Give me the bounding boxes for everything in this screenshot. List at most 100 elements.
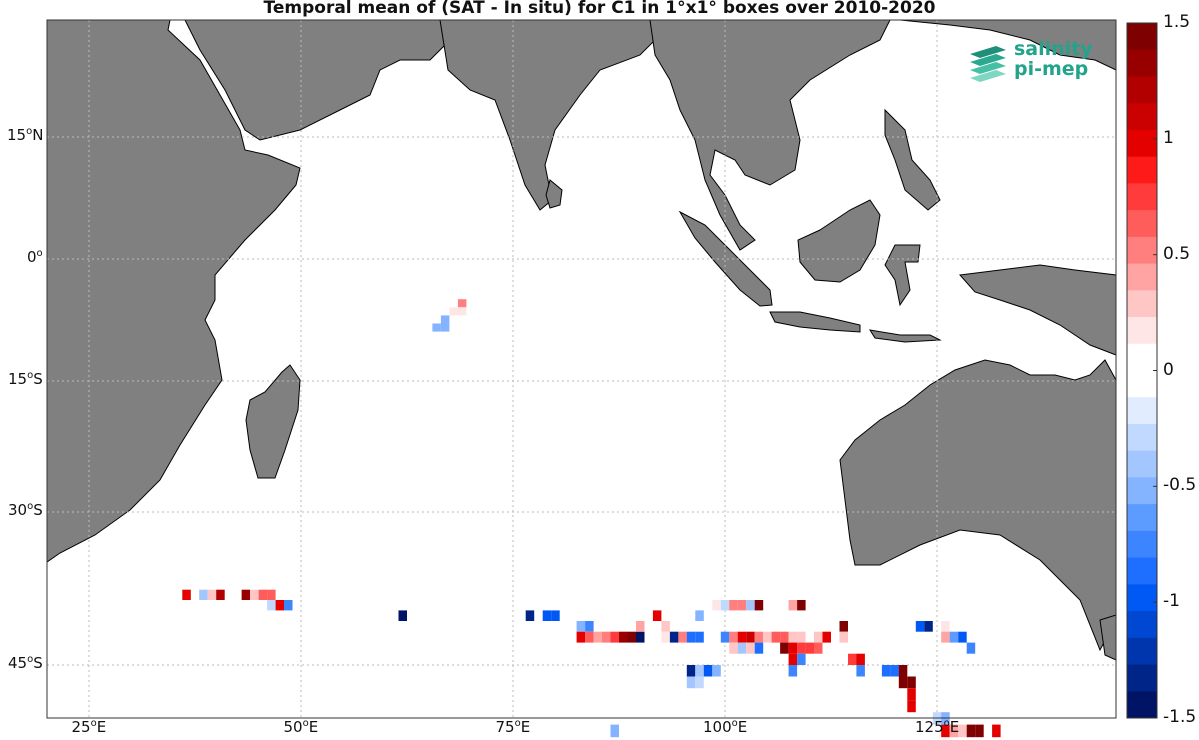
heatmap-cell [258, 589, 268, 600]
heatmap-cell [797, 642, 806, 654]
heatmap-cell [746, 631, 755, 643]
heatmap-cell [924, 621, 933, 632]
land-se-asia [649, 19, 891, 251]
longitude-tick-label: 25oE [71, 718, 107, 736]
latitude-tick-label: 15oS [8, 369, 43, 388]
landmasses [46, 19, 1117, 661]
heatmap-cell [457, 307, 467, 316]
heatmap-cell [966, 642, 976, 654]
colorbar-segment [1127, 183, 1157, 211]
heatmap-cell [585, 631, 594, 643]
heatmap-cell [250, 589, 259, 600]
heatmap-cell [839, 621, 848, 632]
latitude-tick-label: 45oS [8, 654, 43, 672]
colorbar-segment [1127, 49, 1157, 77]
heatmap-cell [814, 642, 823, 654]
heatmap-cell [449, 307, 458, 316]
heatmap-cell [839, 631, 848, 643]
heatmap-cell [754, 600, 764, 611]
heatmap-cell [788, 642, 798, 654]
heatmap-cell [856, 653, 865, 665]
heatmap-cell [881, 665, 891, 677]
logo-text-pimep: pi-mep [1014, 58, 1089, 80]
colorbar-segment [1127, 263, 1157, 291]
heatmap-cell [542, 610, 552, 621]
heatmap-cell [780, 631, 789, 643]
colorbar-segment [1127, 210, 1157, 238]
colorbar-segment [1127, 584, 1157, 612]
colorbar-segment [1127, 76, 1157, 104]
heatmap-cell [440, 323, 450, 332]
graticule [47, 20, 1116, 718]
heatmap-cell [966, 724, 976, 738]
heatmap-cell [267, 600, 276, 611]
heatmap-cell [703, 665, 713, 677]
colorbar-segment [1127, 504, 1157, 532]
heatmap-cell [805, 642, 815, 654]
longitude-tick-label: 50oE [283, 718, 319, 736]
colorbar [1126, 22, 1158, 719]
heatmap-cell [695, 631, 704, 643]
heatmap-cell [619, 631, 628, 643]
heatmap-cell [949, 724, 959, 738]
heatmap-cell [848, 653, 857, 665]
heatmap-cell [284, 600, 293, 611]
colorbar-tick-label: 0.5 [1163, 243, 1191, 264]
heatmap-cell [737, 600, 747, 611]
colorbar-segment [1127, 343, 1157, 371]
heatmap-cell [915, 621, 925, 632]
heatmap-cell [941, 631, 950, 643]
colorbar-tick-label: 1.5 [1163, 12, 1191, 32]
heatmap-cell [576, 631, 586, 643]
heatmap-cell [941, 621, 950, 632]
heatmap-cell [576, 621, 586, 632]
heatmap-cell [788, 665, 798, 677]
heatmap-cell [712, 665, 721, 677]
heatmap-cell [636, 631, 645, 643]
colorbar-segment [1127, 129, 1157, 158]
heatmap-cell [814, 631, 823, 643]
heatmap-cell [610, 724, 619, 738]
heatmap-cell [695, 665, 704, 677]
heatmap-cell [593, 631, 603, 643]
heatmap-cell [661, 631, 670, 643]
map-title: Temporal mean of (SAT - In situ) for C1 … [263, 0, 936, 18]
heatmap-cell [780, 642, 789, 654]
heatmap-cell [686, 631, 696, 643]
colorbar-tick-label: -1 [1163, 591, 1180, 612]
heatmap-cell [182, 589, 191, 600]
land-lesser-sundas [868, 329, 942, 343]
heatmap-cell [551, 610, 560, 621]
heatmap-cell [975, 724, 984, 738]
heatmap-cell [275, 600, 285, 611]
heatmap-cell [822, 631, 831, 643]
land-africa [46, 19, 301, 563]
heatmap-cell [729, 600, 738, 611]
wave-stack-icon [970, 46, 1006, 82]
colorbar-segment [1127, 611, 1157, 639]
heatmap-cell [797, 653, 806, 665]
heatmap-cell [602, 631, 611, 643]
heatmap-cell [636, 621, 645, 632]
heatmap-cell [907, 688, 916, 701]
heatmap-cell [652, 610, 662, 621]
colorbar-segment [1127, 156, 1157, 184]
heatmap-cell [720, 600, 730, 611]
heatmap-cell [216, 589, 225, 600]
land-borneo [797, 199, 881, 283]
heatmap-cell [797, 600, 806, 611]
plot-frame [46, 19, 1117, 719]
heatmap-cell [695, 676, 704, 689]
colorbar-segment [1127, 477, 1157, 505]
heatmap-cell [746, 600, 755, 611]
heatmap-cell [686, 665, 696, 677]
colorbar-segment [1127, 637, 1157, 666]
heatmap-cell [949, 631, 959, 643]
colorbar-segment [1127, 317, 1157, 345]
heatmap-cell [610, 631, 619, 643]
land-sumatra [678, 210, 773, 307]
heatmap-cell [771, 631, 781, 643]
colorbar-segment [1127, 370, 1157, 398]
heatmap-cell [457, 299, 467, 308]
latitude-tick-label: 0o [27, 248, 43, 266]
